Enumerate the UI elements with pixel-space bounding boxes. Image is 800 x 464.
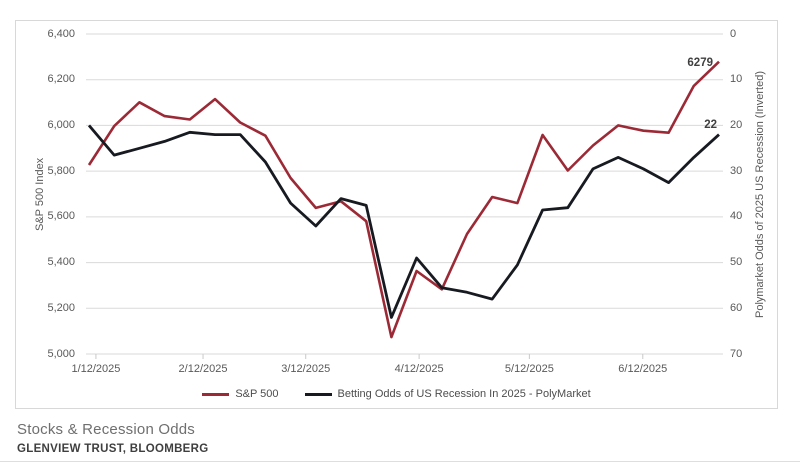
chart-plot-area [86, 33, 723, 359]
left-axis-tick-label: 6,000 [47, 118, 75, 131]
left-axis-title: S&P 500 Index [34, 157, 46, 231]
x-axis-tick-label: 1/12/2025 [71, 363, 121, 375]
left-axis-tick-label: 5,200 [47, 301, 75, 314]
legend-label: Betting Odds of US Recession In 2025 - P… [337, 388, 591, 400]
right-axis-tick-label: 0 [730, 27, 737, 40]
x-axis-tick-label: 5/12/2025 [504, 363, 554, 375]
legend-item: S&P 500 [202, 388, 279, 401]
chart-card: 6,400 6,200 6,000 5,800 5,600 5,400 5,200 5,000… [15, 20, 778, 409]
chart-caption-source: GLENVIEW TRUST, BLOOMBERG [17, 443, 209, 455]
left-axis-tick-label: 5,000 [47, 347, 75, 360]
x-axis-tick-label: 3/12/2025 [281, 363, 331, 375]
x-axis-tick-label: 4/12/2025 [394, 363, 444, 375]
series-line-polymarket [87, 124, 720, 319]
page-divider [0, 461, 800, 462]
left-axis-tick-label: 6,200 [47, 73, 75, 86]
legend-item: Betting Odds of US Recession In 2025 - P… [304, 388, 591, 401]
right-axis-tick-label: 30 [730, 164, 743, 177]
right-axis-tick-label: 60 [730, 301, 743, 314]
left-axis-tick-label: 5,600 [47, 210, 75, 223]
legend-label: S&P 500 [235, 388, 279, 400]
left-axis-tick-label: 5,400 [47, 256, 75, 269]
right-axis-tick-label: 40 [730, 210, 743, 223]
chart-caption-title: Stocks & Recession Odds [17, 421, 196, 438]
series-line-sp500 [87, 60, 720, 339]
left-axis-tick-label: 5,800 [47, 164, 75, 177]
legend-line-swatch [202, 393, 230, 396]
right-axis-tick-label: 70 [730, 347, 743, 360]
left-axis-tick-label: 6,400 [47, 27, 75, 40]
sp500-end-value-label: 6279 [687, 57, 713, 69]
x-axis-tick-label: 6/12/2025 [618, 363, 668, 375]
right-axis-tick-label: 20 [730, 118, 743, 131]
right-axis-tick-label: 10 [730, 73, 743, 86]
legend-line-swatch [304, 393, 332, 396]
chart-legend: S&P 500 Betting Odds of US Recession In 2… [16, 388, 777, 401]
x-axis-tick-label: 2/12/2025 [178, 363, 228, 375]
right-axis-title: Polymarket Odds of 2025 US Recession (In… [754, 70, 766, 318]
right-axis-tick-label: 50 [730, 256, 743, 269]
polymarket-end-value-label: 22 [704, 119, 717, 131]
